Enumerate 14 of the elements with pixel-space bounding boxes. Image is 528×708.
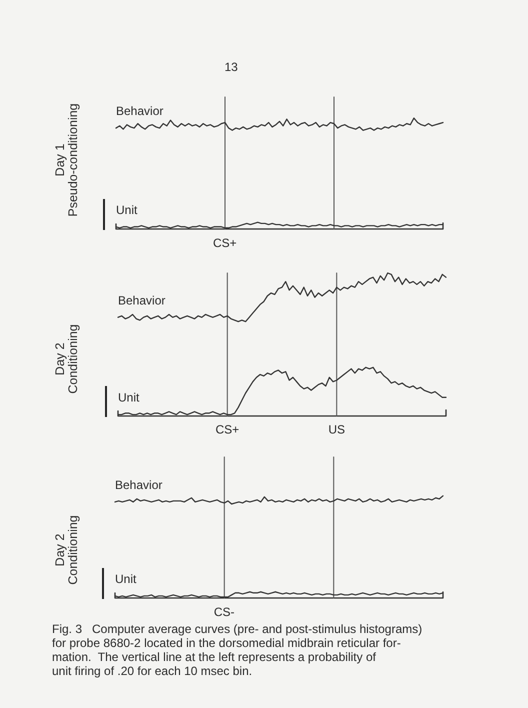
y-axis-title: Day 2 Conditioning — [53, 515, 80, 585]
x-tick-label: US — [328, 422, 346, 437]
series-label: Unit — [118, 390, 140, 405]
text: CS+ — [213, 236, 237, 250]
series-label: Unit — [116, 202, 138, 217]
series-label: Behavior — [115, 478, 162, 492]
series-label: Behavior — [118, 293, 166, 308]
text: CS- — [214, 605, 234, 619]
series-label: Behavior — [116, 104, 164, 118]
y-axis-title: Day 1 Pseudo-conditioning — [53, 103, 80, 217]
text: 13 — [224, 60, 238, 74]
y-axis-title: Day 2 Conditioning — [53, 324, 80, 394]
series-label: Unit — [115, 572, 138, 586]
caption: Fig. 3 Computer average curves (pre- and post-stimulus histograms) for probe 8680-2 located in the dorsomedial midbrain reticular for- mation. The vertical line at the left represents a probability of unit firing of .20 for each 10 msec bin. — [52, 622, 422, 678]
